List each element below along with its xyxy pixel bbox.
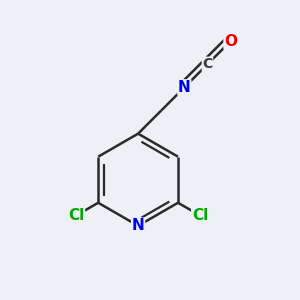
Text: C: C (202, 57, 213, 71)
Text: Cl: Cl (68, 208, 85, 223)
Text: O: O (224, 34, 237, 49)
Text: Cl: Cl (192, 208, 208, 223)
Text: N: N (132, 218, 145, 233)
Text: N: N (178, 80, 191, 95)
